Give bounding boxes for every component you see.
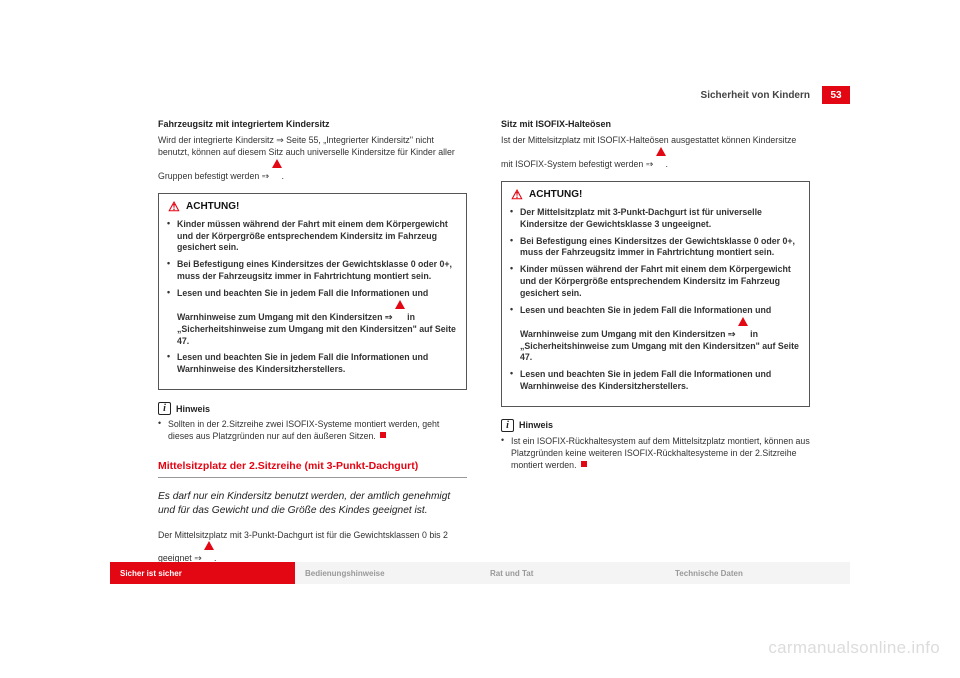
end-mark-icon [380,432,386,438]
caution-icon: ⚠ [510,188,524,202]
left-hinweis-text: Sollten in der 2.Sitzreihe zwei ISOFIX-S… [168,419,439,441]
info-icon: i [158,402,171,415]
footer-tabs: Sicher ist sicher Bedienungshinweise Rat… [110,562,850,584]
page: Sicherheit von Kindern 53 Fahrzeugsitz m… [0,0,960,678]
warning-icon: ! [272,159,282,168]
left-achtung-label: ACHTUNG! [186,200,239,214]
left-achtung-b2: Bei Befestigung eines Kindersitzes der G… [167,259,458,283]
warning-icon: ! [738,317,748,326]
footer-tab-3[interactable]: Rat und Tat [480,562,665,584]
right-achtung-b4a: Lesen und beachten Sie in jedem Fall die… [520,305,771,339]
right-achtung-b5: Lesen und beachten Sie in jedem Fall die… [510,369,801,393]
left-hinweis-label: Hinweis [176,403,210,415]
right-achtung-b4: Lesen und beachten Sie in jedem Fall die… [510,305,801,364]
right-subhead: Sitz mit ISOFIX-Halteösen [501,118,810,130]
footer-tab-1[interactable]: Sicher ist sicher [110,562,295,584]
left-lead: Es darf nur ein Kindersitz benutzt werde… [158,490,467,518]
left-achtung-b3: Lesen und beachten Sie in jedem Fall die… [167,288,458,347]
content-grid: Fahrzeugsitz mit integriertem Kindersitz… [158,118,810,533]
left-subhead-1: Fahrzeugsitz mit integriertem Kindersitz [158,118,467,130]
footer-tab-2[interactable]: Bedienungshinweise [295,562,480,584]
header-title: Sicherheit von Kindern [701,90,810,101]
right-achtung-b1: Der Mittelsitzplatz mit 3-Punkt-Dachgurt… [510,207,801,231]
left-achtung-title: ⚠ ACHTUNG! [167,200,458,214]
right-achtung-b2: Bei Befestigung eines Kindersitzes der G… [510,236,801,260]
left-hinweis-title: i Hinweis [158,402,467,415]
right-hinweis-body: Ist ein ISOFIX-Rückhaltesystem auf dem M… [501,436,810,472]
left-column: Fahrzeugsitz mit integriertem Kindersitz… [158,118,467,575]
left-section-title: Mittelsitzplatz der 2.Sitzreihe (mit 3-P… [158,459,467,478]
left-hinweis-body: Sollten in der 2.Sitzreihe zwei ISOFIX-S… [158,419,467,443]
left-achtung-b1: Kinder müssen während der Fahrt mit eine… [167,219,458,255]
warning-icon: ! [204,541,214,550]
left-tail-text: Der Mittelsitzplatz mit 3-Punkt-Dachgurt… [158,530,448,564]
right-achtung-b3: Kinder müssen während der Fahrt mit eine… [510,264,801,300]
left-achtung-b4: Lesen und beachten Sie in jedem Fall die… [167,352,458,376]
running-header: Sicherheit von Kindern 53 [110,84,850,106]
caution-icon: ⚠ [167,200,181,214]
left-achtung-box: ⚠ ACHTUNG! Kinder müssen während der Fah… [158,193,467,391]
footer-tab-4[interactable]: Technische Daten [665,562,850,584]
right-para: Ist der Mittelsitzplatz mit ISOFIX-Halte… [501,135,810,171]
page-number-tab: 53 [822,86,850,104]
right-hinweis-label: Hinweis [519,419,553,431]
left-para-1: Wird der integrierte Kindersitz ⇒ Seite … [158,135,467,183]
left-achtung-b3a: Lesen und beachten Sie in jedem Fall die… [177,288,428,322]
warning-icon: ! [395,300,405,309]
right-hinweis-title: i Hinweis [501,419,810,432]
right-achtung-title: ⚠ ACHTUNG! [510,188,801,202]
right-column: Sitz mit ISOFIX-Halteösen Ist der Mittel… [501,118,810,575]
end-mark-icon [581,461,587,467]
watermark: carmanualsonline.info [768,638,940,658]
right-hinweis-text: Ist ein ISOFIX-Rückhaltesystem auf dem M… [511,436,810,470]
left-tail: Der Mittelsitzplatz mit 3-Punkt-Dachgurt… [158,530,467,566]
right-achtung-box: ⚠ ACHTUNG! Der Mittelsitzplatz mit 3-Pun… [501,181,810,407]
right-achtung-label: ACHTUNG! [529,188,582,202]
warning-icon: ! [656,147,666,156]
info-icon: i [501,419,514,432]
left-para-1-text: Wird der integrierte Kindersitz ⇒ Seite … [158,135,455,181]
